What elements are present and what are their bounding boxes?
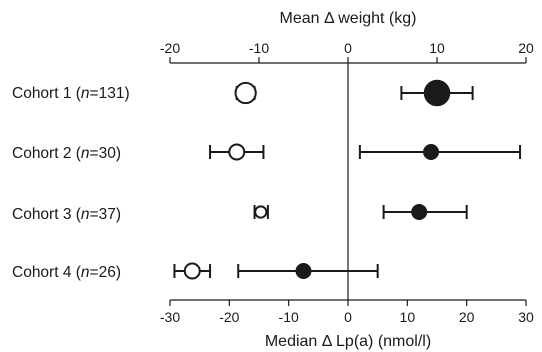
weight-point — [183, 262, 201, 280]
category-label-cohort-3: Cohort 3 (n=37) — [12, 206, 121, 223]
top-tick-label: 0 — [344, 40, 352, 56]
bottom-tick-label: 30 — [518, 309, 534, 325]
top-tick-label: -10 — [249, 40, 269, 56]
plot-marks — [173, 79, 522, 280]
weight-point — [228, 143, 246, 161]
bottom-tick-label: -30 — [160, 309, 180, 325]
bottom-tick-label: 0 — [344, 309, 352, 325]
top-tick-label: 10 — [429, 40, 445, 56]
category-label-cohort-4: Cohort 4 (n=26) — [12, 264, 121, 281]
weight-point — [234, 81, 257, 105]
lpa-point — [423, 144, 440, 160]
lpa-point — [423, 79, 451, 107]
bottom-tick-label: -10 — [279, 309, 299, 325]
bottom-axis-title: Median Δ Lp(a) (nmol/l) — [265, 333, 431, 350]
bottom-axis-ticks: -30 -20 -10 0 10 20 30 — [160, 300, 534, 325]
bottom-tick-label: 20 — [459, 309, 475, 325]
lpa-point — [295, 263, 312, 279]
bottom-tick-label: -20 — [219, 309, 239, 325]
weight-point — [254, 205, 268, 219]
top-axis-title: Mean Δ weight (kg) — [280, 10, 417, 27]
bottom-tick-label: 10 — [400, 309, 416, 325]
category-labels: Cohort 1 (n=131) Cohort 2 (n=30) Cohort … — [12, 85, 130, 281]
category-label-cohort-2: Cohort 2 (n=30) — [12, 145, 121, 162]
lpa-point — [411, 204, 428, 220]
top-tick-label: 20 — [518, 40, 534, 56]
top-tick-label: -20 — [160, 40, 180, 56]
lpa-error-bar — [358, 145, 522, 159]
category-label-cohort-1: Cohort 1 (n=131) — [12, 85, 130, 102]
top-axis-ticks: -20 -10 0 10 20 — [160, 40, 534, 63]
